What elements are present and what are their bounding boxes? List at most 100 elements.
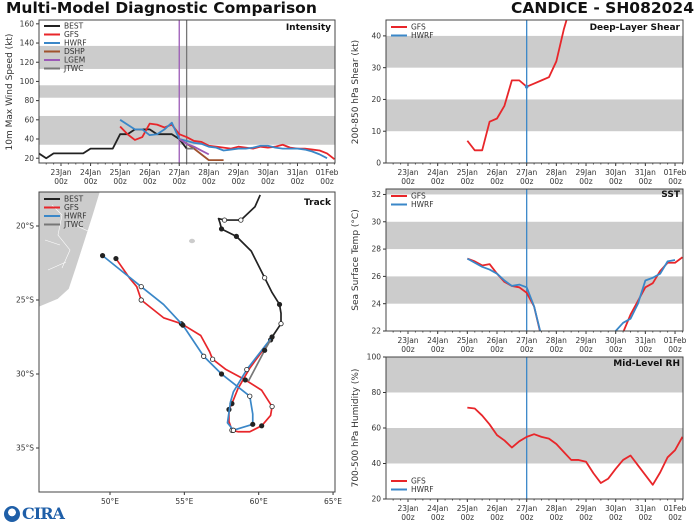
x-tick-day: 01Feb (664, 168, 687, 177)
y-tick-label: 20 (371, 95, 381, 104)
track-line-hwrf (102, 254, 273, 432)
plot-area (39, 20, 335, 163)
track-marker-filled (262, 347, 268, 353)
x-tick-hour: 00z (202, 177, 216, 186)
x-tick-hour: 00z (639, 345, 653, 354)
lat-tick-label: 30°S (16, 370, 34, 379)
y-tick-label: 40 (371, 459, 381, 468)
x-tick-day: 01Feb (664, 504, 687, 513)
intensity-band (386, 428, 683, 464)
legend-label: BEST (64, 22, 84, 31)
cira-logo-text: CIRA (22, 504, 65, 523)
x-tick-hour: 00z (461, 345, 475, 354)
panel-intensity: 2040608010012014016023Jan00z24Jan00z25Ja… (5, 19, 339, 186)
track-marker-filled (180, 322, 186, 328)
y-axis-label: Sea Surface Temp (°C) (351, 209, 361, 310)
legend-label: HWRF (64, 212, 87, 221)
track-marker-open (201, 353, 207, 359)
cira-logo: CIRA (4, 504, 65, 523)
y-tick-label: 40 (371, 31, 381, 40)
track-marker-filled (218, 226, 225, 232)
y-axis-label: 700-500 hPa Humidity (%) (351, 369, 361, 488)
legend-label: GFS (64, 203, 79, 212)
y-tick-label: 10 (371, 127, 381, 136)
x-tick-hour: 00z (668, 345, 682, 354)
lon-tick-label: 55°E (175, 497, 193, 506)
y-tick-label: 32 (371, 190, 381, 199)
panel-sst: 22242628303223Jan00z24Jan00z25Jan00z26Ja… (351, 188, 687, 354)
lat-tick-label: 35°S (16, 444, 34, 453)
lon-tick-label: 50°E (101, 497, 119, 506)
panel-track: 50°E 55°E 60°E 65°E 20°S 25°S 30°S 35°S Track BES… (16, 191, 342, 506)
legend-label: LGEM (64, 56, 85, 65)
series-line-gfs (467, 406, 683, 486)
lat-tick-label: 25°S (16, 296, 34, 305)
x-tick-hour: 00z (401, 345, 415, 354)
x-tick-day: 27Jan (169, 168, 190, 177)
x-tick-day: 24Jan (80, 168, 101, 177)
track-marker-open (238, 217, 244, 223)
intensity-band (386, 221, 683, 250)
x-tick-hour: 00z (172, 177, 186, 186)
intensity-band (386, 357, 683, 393)
x-tick-day: 01Feb (664, 336, 687, 345)
x-tick-hour: 00z (320, 177, 334, 186)
x-tick-day: 30Jan (605, 168, 626, 177)
plot-frame (38, 19, 336, 164)
x-tick-hour: 00z (291, 177, 305, 186)
track-marker-open (278, 321, 284, 327)
panel-title: Mid-Level RH (613, 359, 680, 369)
y-tick-label: 60 (24, 115, 34, 124)
x-tick-day: 31Jan (635, 336, 656, 345)
x-tick-day: 29Jan (575, 168, 596, 177)
x-tick-day: 25Jan (110, 168, 131, 177)
series-line-gfs (622, 256, 683, 331)
legend-label: GFS (411, 477, 426, 486)
plot-area (386, 20, 683, 163)
province-borders (44, 204, 91, 271)
x-tick-day: 27Jan (516, 168, 537, 177)
x-tick-day: 30Jan (605, 504, 626, 513)
x-tick-day: 23Jan (397, 168, 418, 177)
x-tick-hour: 00z (490, 513, 504, 522)
plot-area (386, 357, 683, 499)
legend-label: GFS (64, 30, 79, 39)
x-tick-day: 23Jan (50, 168, 71, 177)
x-tick-hour: 00z (609, 177, 623, 186)
x-tick-hour: 00z (431, 177, 445, 186)
x-tick-hour: 00z (54, 177, 68, 186)
lon-tick-label: 65°E (324, 497, 342, 506)
x-tick-day: 26Jan (486, 504, 507, 513)
track-marker-open (221, 217, 228, 223)
y-tick-label: 26 (371, 272, 381, 281)
x-tick-hour: 00z (461, 513, 475, 522)
legend-label: JTWC (63, 220, 83, 229)
plot-area (386, 189, 683, 331)
x-tick-day: 29Jan (575, 336, 596, 345)
x-tick-hour: 00z (84, 177, 98, 186)
x-tick-day: 01Feb (316, 168, 339, 177)
series-line-gfs (467, 257, 541, 331)
x-tick-hour: 00z (668, 513, 682, 522)
x-tick-hour: 00z (232, 177, 246, 186)
x-tick-hour: 00z (579, 513, 593, 522)
y-tick-label: 30 (371, 217, 381, 226)
y-tick-label: 24 (371, 299, 381, 308)
x-tick-hour: 00z (490, 345, 504, 354)
x-tick-day: 24Jan (427, 504, 448, 513)
y-tick-label: 80 (371, 388, 381, 397)
noaa-logo-icon (4, 505, 20, 522)
y-tick-label: 160 (20, 19, 35, 28)
y-tick-label: 100 (20, 77, 35, 86)
x-tick-hour: 00z (431, 513, 445, 522)
x-tick-hour: 00z (431, 345, 445, 354)
x-tick-hour: 00z (520, 513, 534, 522)
x-tick-day: 28Jan (546, 504, 567, 513)
x-tick-hour: 00z (550, 345, 564, 354)
x-tick-hour: 00z (261, 177, 275, 186)
x-tick-day: 26Jan (486, 336, 507, 345)
y-tick-label: 30 (371, 63, 381, 72)
y-tick-label: 20 (24, 154, 34, 163)
